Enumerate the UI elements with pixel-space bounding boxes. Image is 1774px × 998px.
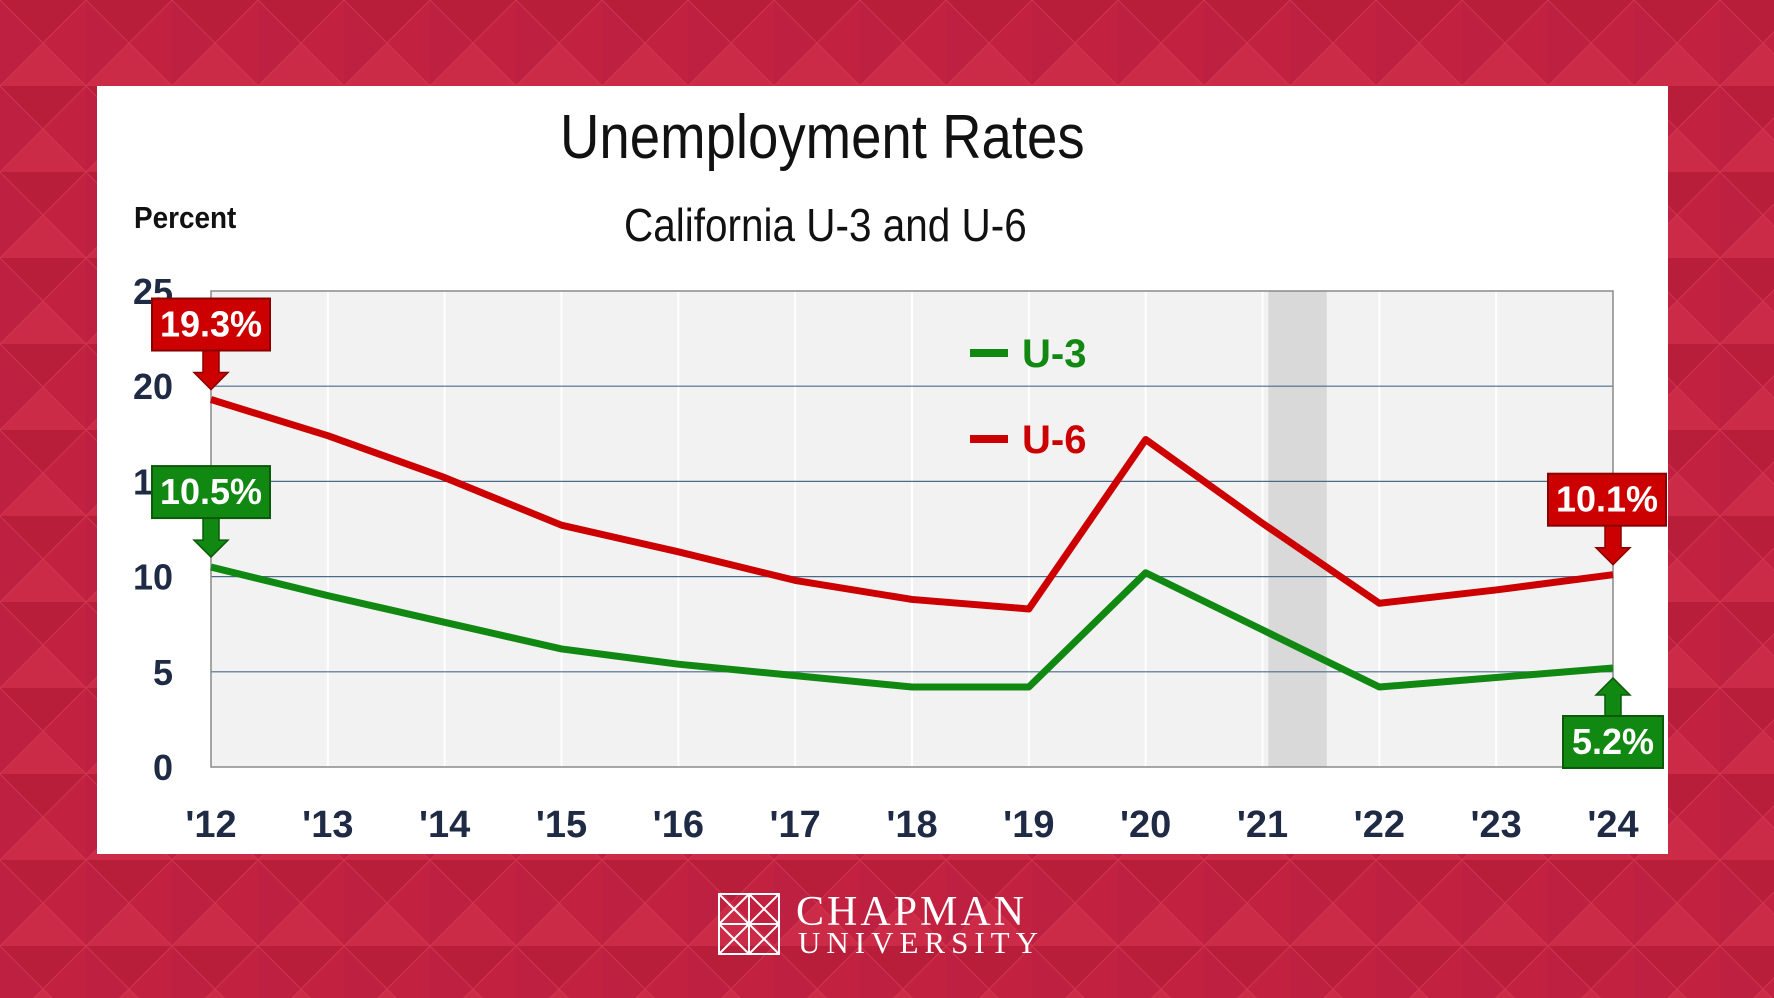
chapman-window-logo-icon	[718, 893, 780, 955]
chart-subtitle: California U-3 and U-6	[624, 199, 1027, 251]
callout-label: 19.3%	[160, 304, 262, 345]
y-axis-label: Percent	[134, 200, 237, 235]
y-tick-label: 5	[153, 652, 173, 693]
callout-label: 10.5%	[160, 471, 262, 512]
callout-arrow-icon	[1594, 524, 1632, 566]
x-tick-label: '14	[419, 804, 470, 846]
callout-arrow-icon	[192, 517, 230, 559]
brand-name: CHAPMAN	[796, 889, 1028, 935]
legend-label-u-3: U-3	[1022, 332, 1086, 376]
x-tick-label: '13	[302, 804, 353, 846]
legend-label-u-6: U-6	[1022, 418, 1086, 462]
callout-arrow-icon	[1594, 676, 1632, 717]
y-tick-label: 10	[133, 557, 173, 598]
x-tick-label: '16	[653, 804, 704, 846]
y-tick-label: 0	[153, 747, 173, 788]
x-tick-label: '23	[1471, 804, 1522, 846]
callout-label: 10.1%	[1556, 479, 1658, 520]
x-tick-label: '18	[886, 804, 937, 846]
x-tick-label: '24	[1587, 804, 1638, 846]
callout-label: 5.2%	[1572, 721, 1654, 762]
x-tick-label: '22	[1354, 804, 1405, 846]
x-tick-label: '21	[1237, 804, 1288, 846]
brand-subname: UNIVERSITY	[798, 925, 1044, 960]
chart-title: Unemployment Rates	[560, 103, 1085, 172]
x-tick-label: '20	[1120, 804, 1171, 846]
x-tick-label: '12	[185, 804, 236, 846]
x-tick-label: '15	[536, 804, 587, 846]
callout-arrow-icon	[192, 349, 230, 391]
recession-band	[1268, 291, 1327, 767]
x-tick-label: '17	[770, 804, 821, 846]
x-tick-label: '19	[1003, 804, 1054, 846]
y-tick-label: 20	[133, 366, 173, 407]
callout-box	[1562, 714, 1664, 769]
callout-box	[1547, 472, 1667, 527]
callout-box	[151, 465, 271, 520]
callout-box	[151, 297, 271, 352]
